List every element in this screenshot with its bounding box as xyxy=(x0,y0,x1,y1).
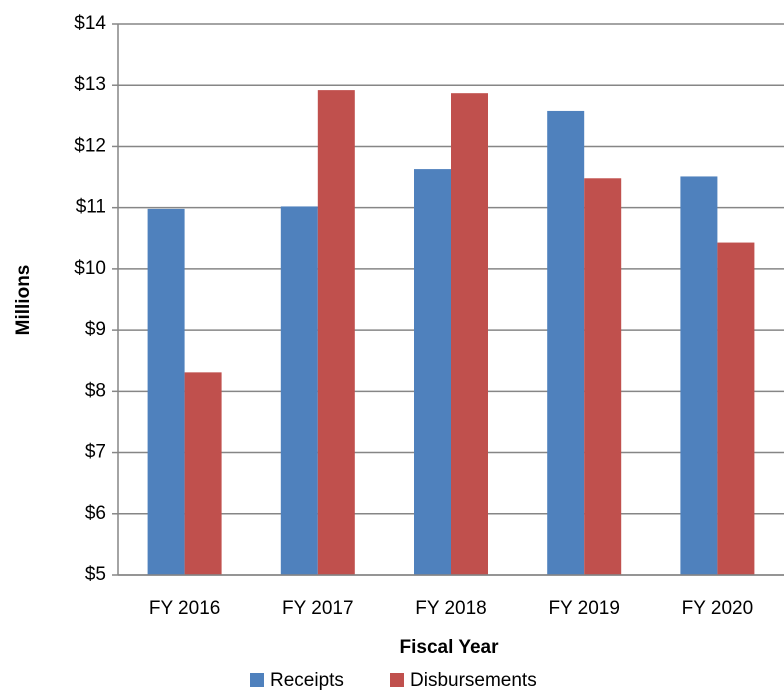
y-tick-label: $10 xyxy=(74,258,106,279)
y-tick-label: $8 xyxy=(85,380,106,401)
y-tick-label: $7 xyxy=(85,442,106,463)
y-tick-label: $9 xyxy=(85,319,106,340)
bar xyxy=(184,372,222,575)
y-tick-label: $14 xyxy=(74,13,106,34)
bar xyxy=(680,176,718,575)
x-tick-label: FY 2016 xyxy=(149,598,220,619)
bar xyxy=(414,169,451,575)
legend-swatch xyxy=(250,673,264,687)
x-tick-label: FY 2018 xyxy=(415,598,486,619)
x-axis-label: Fiscal Year xyxy=(400,637,500,658)
legend-label: Disbursements xyxy=(410,670,537,691)
bar xyxy=(717,242,755,575)
bar xyxy=(147,208,185,575)
x-tick-label: FY 2020 xyxy=(682,598,753,619)
bar xyxy=(280,206,318,576)
legend-swatch xyxy=(390,673,404,687)
y-tick-label: $13 xyxy=(74,74,106,95)
bar xyxy=(584,178,622,575)
y-tick-label: $12 xyxy=(74,135,106,156)
x-tick-label: FY 2019 xyxy=(548,598,619,619)
y-axis-label: Millions xyxy=(13,265,34,336)
bar xyxy=(451,93,488,575)
y-tick-label: $11 xyxy=(76,197,106,218)
y-tick-label: $6 xyxy=(85,503,106,524)
bar xyxy=(317,90,355,576)
x-tick-label: FY 2017 xyxy=(282,598,353,619)
legend-label: Receipts xyxy=(270,670,344,691)
y-tick-label: $5 xyxy=(85,564,106,585)
bar xyxy=(547,110,585,576)
